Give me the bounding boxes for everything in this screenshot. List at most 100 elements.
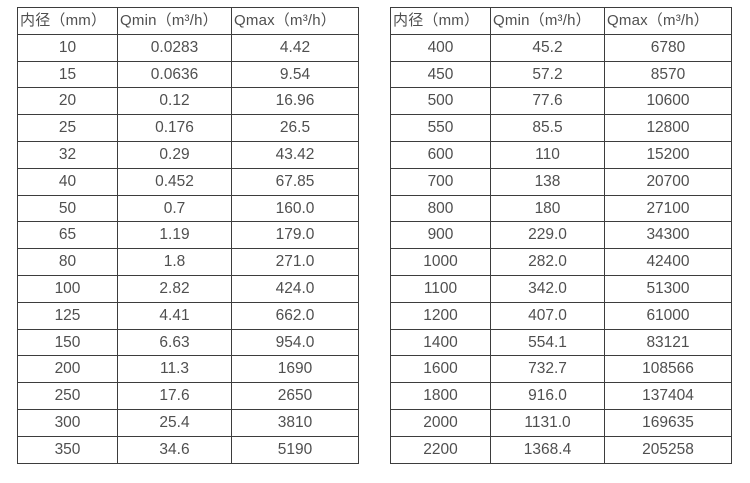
cell-diameter: 20 [17,87,118,116]
cell-diameter: 450 [390,60,491,89]
cell-diameter: 350 [17,435,118,464]
header-cell-qmax: Qmax（m³/h） [231,7,359,35]
cell-qmin: 1.19 [117,221,232,250]
table-row: 1600 732.7 108566 [390,355,732,384]
cell-qmax: 12800 [604,114,732,142]
cell-diameter: 800 [390,194,491,223]
cell-diameter: 400 [390,33,491,62]
cell-qmax: 160.0 [231,194,359,223]
header-cell-qmax: Qmax（m³/h） [604,7,732,35]
cell-qmin: 1131.0 [490,408,605,437]
cell-diameter: 2000 [390,408,491,437]
cell-qmax: 3810 [231,408,359,437]
header-cell-diameter: 内径（mm） [17,7,118,35]
cell-qmin: 2.82 [117,274,232,303]
table-row: 300 25.4 3810 [17,408,359,437]
header-cell-qmin: Qmin（m³/h） [490,7,605,35]
header-cell-qmin: Qmin（m³/h） [117,7,232,35]
table-row: 400 45.2 6780 [390,33,732,62]
cell-qmax: 2650 [231,382,359,410]
cell-qmin: 407.0 [490,301,605,330]
cell-diameter: 1100 [390,274,491,303]
flow-table-large-diameters: 内径（mm） Qmin（m³/h） Qmax（m³/h） 400 45.2 6780 450… [390,7,732,464]
table-row: 25 0.176 26.5 [17,114,359,142]
cell-qmax: 27100 [604,194,732,223]
cell-qmin: 6.63 [117,328,232,357]
table-row: 40 0.452 67.85 [17,167,359,196]
table-row: 125 4.41 662.0 [17,301,359,330]
cell-qmax: 137404 [604,382,732,410]
cell-qmin: 0.12 [117,87,232,116]
cell-diameter: 50 [17,194,118,223]
cell-qmax: 61000 [604,301,732,330]
cell-qmin: 0.7 [117,194,232,223]
cell-qmax: 1690 [231,355,359,384]
cell-diameter: 600 [390,140,491,169]
cell-qmin: 77.6 [490,87,605,116]
table-row: 500 77.6 10600 [390,87,732,116]
cell-diameter: 32 [17,140,118,169]
cell-diameter: 900 [390,221,491,250]
table-row: 600 110 15200 [390,140,732,169]
cell-diameter: 300 [17,408,118,437]
table-row: 800 180 27100 [390,194,732,223]
cell-qmin: 0.0283 [117,33,232,62]
table-row: 2000 1131.0 169635 [390,408,732,437]
cell-qmin: 85.5 [490,114,605,142]
cell-qmin: 554.1 [490,328,605,357]
cell-qmax: 43.42 [231,140,359,169]
cell-diameter: 1200 [390,301,491,330]
cell-qmin: 916.0 [490,382,605,410]
cell-qmin: 229.0 [490,221,605,250]
cell-qmin: 342.0 [490,274,605,303]
cell-diameter: 1400 [390,328,491,357]
header-row: 内径（mm） Qmin（m³/h） Qmax（m³/h） [17,7,359,35]
cell-qmin: 57.2 [490,60,605,89]
cell-qmax: 16.96 [231,87,359,116]
cell-diameter: 15 [17,60,118,89]
table-row: 1200 407.0 61000 [390,301,732,330]
cell-qmin: 110 [490,140,605,169]
cell-qmax: 4.42 [231,33,359,62]
header-row: 内径（mm） Qmin（m³/h） Qmax（m³/h） [390,7,732,35]
cell-qmax: 662.0 [231,301,359,330]
cell-qmin: 0.452 [117,167,232,196]
table-row: 550 85.5 12800 [390,114,732,142]
cell-qmin: 0.176 [117,114,232,142]
cell-diameter: 700 [390,167,491,196]
cell-qmax: 9.54 [231,60,359,89]
cell-qmax: 26.5 [231,114,359,142]
table-row: 250 17.6 2650 [17,382,359,410]
cell-qmin: 1.8 [117,248,232,276]
cell-diameter: 65 [17,221,118,250]
cell-diameter: 1000 [390,248,491,276]
cell-qmax: 8570 [604,60,732,89]
table-row: 200 11.3 1690 [17,355,359,384]
header-cell-diameter: 内径（mm） [390,7,491,35]
cell-qmax: 179.0 [231,221,359,250]
table-row: 100 2.82 424.0 [17,274,359,303]
cell-diameter: 100 [17,274,118,303]
cell-diameter: 1600 [390,355,491,384]
table-row: 20 0.12 16.96 [17,87,359,116]
table-row: 50 0.7 160.0 [17,194,359,223]
table-row: 350 34.6 5190 [17,435,359,464]
cell-qmin: 34.6 [117,435,232,464]
cell-qmax: 51300 [604,274,732,303]
table-row: 1400 554.1 83121 [390,328,732,357]
cell-diameter: 500 [390,87,491,116]
cell-diameter: 550 [390,114,491,142]
cell-qmax: 6780 [604,33,732,62]
cell-qmax: 108566 [604,355,732,384]
cell-qmax: 83121 [604,328,732,357]
cell-qmax: 954.0 [231,328,359,357]
cell-diameter: 250 [17,382,118,410]
table-row: 65 1.19 179.0 [17,221,359,250]
cell-diameter: 125 [17,301,118,330]
table-row: 900 229.0 34300 [390,221,732,250]
table-row: 10 0.0283 4.42 [17,33,359,62]
cell-qmin: 138 [490,167,605,196]
table-row: 1000 282.0 42400 [390,248,732,276]
cell-qmin: 25.4 [117,408,232,437]
